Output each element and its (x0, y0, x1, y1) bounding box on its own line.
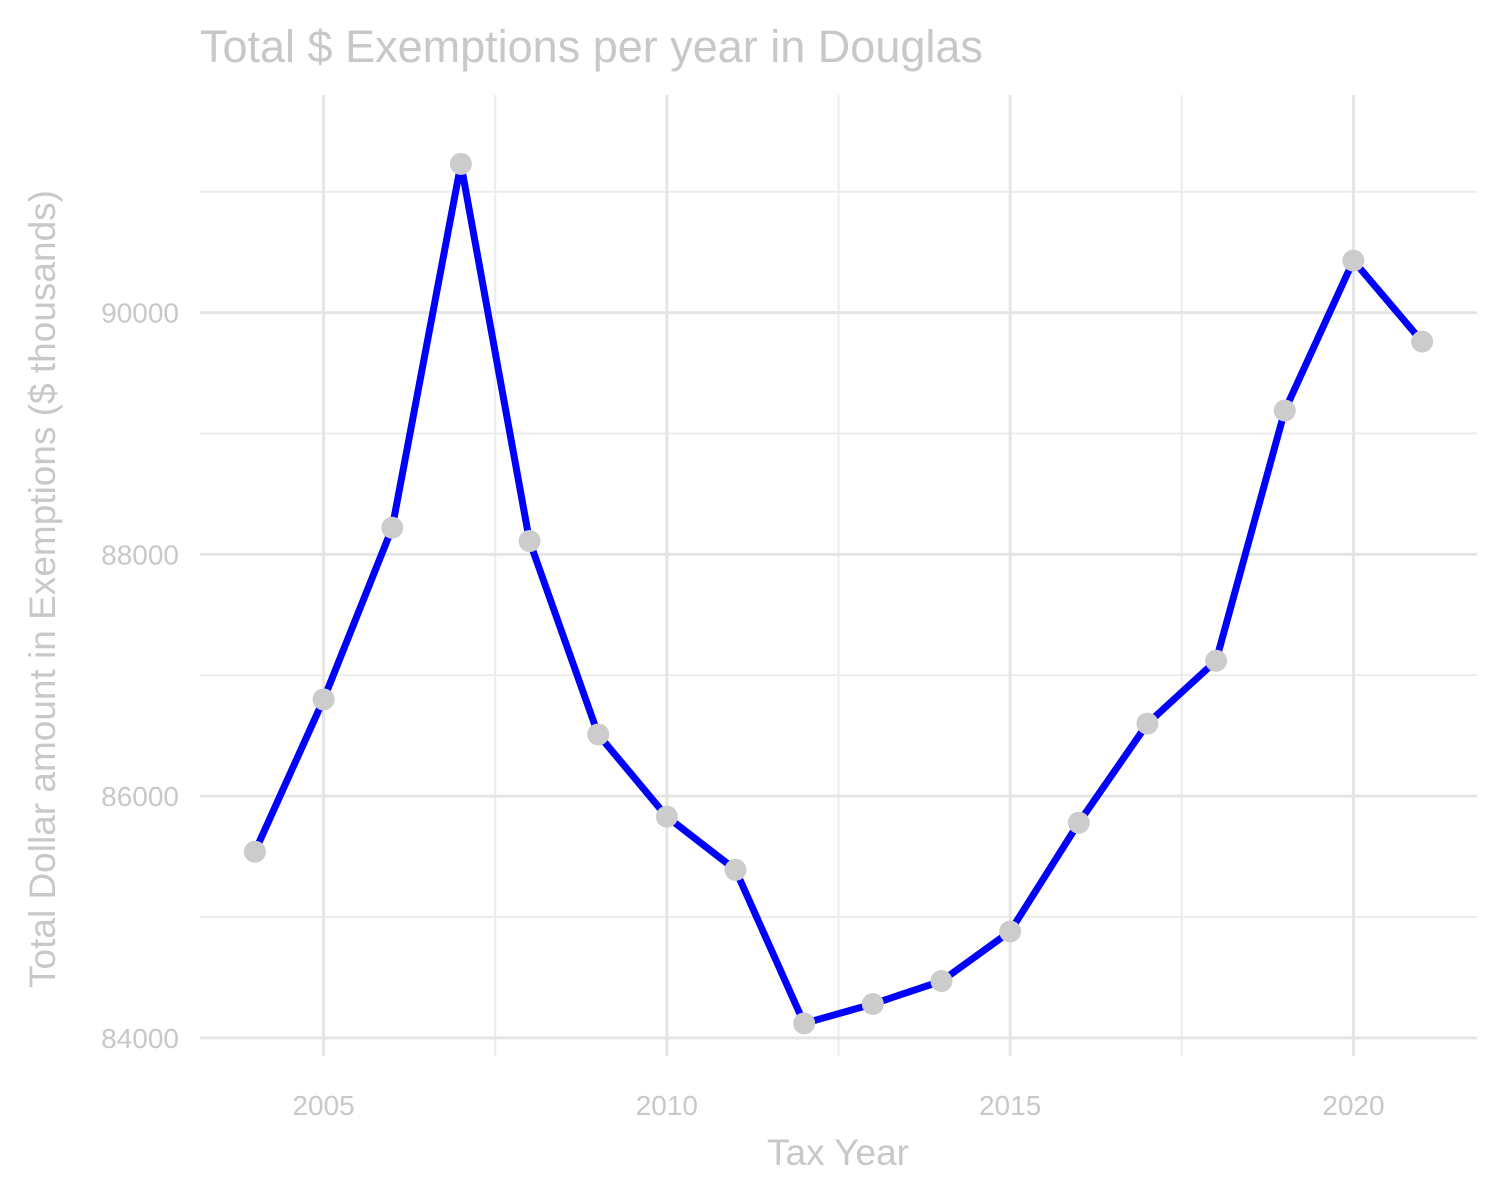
y-tick-label: 90000 (101, 298, 179, 329)
data-point (1067, 811, 1090, 834)
gridlines (200, 95, 1477, 1056)
data-point (1411, 330, 1434, 353)
data-point (1342, 249, 1365, 272)
data-point (1273, 399, 1296, 422)
x-tick-label: 2015 (979, 1090, 1041, 1121)
data-point (724, 858, 747, 881)
data-point (449, 152, 472, 175)
x-tick-label: 2010 (636, 1090, 698, 1121)
data-point (1136, 712, 1159, 735)
x-tick-label: 2005 (292, 1090, 354, 1121)
series-line (251, 160, 1425, 1027)
y-tick-label: 86000 (101, 781, 179, 812)
data-point (518, 530, 541, 553)
y-tick-label: 88000 (101, 539, 179, 570)
tick-labels-layer: 2005 2010 2015 2020 84000 86000 88000 90000 (101, 298, 1384, 1121)
data-point (587, 723, 610, 746)
chart-title: Total $ Exemptions per year in Douglas (200, 21, 983, 72)
data-point (655, 805, 678, 828)
data-point (312, 688, 335, 711)
x-tick-label: 2020 (1322, 1090, 1384, 1121)
data-point (930, 970, 953, 993)
y-tick-label: 84000 (101, 1023, 179, 1054)
data-point (1205, 649, 1228, 672)
data-points-layer (243, 152, 1434, 1035)
data-point (243, 840, 266, 863)
y-axis-title: Total Dollar amount in Exemptions ($ tho… (22, 190, 63, 988)
data-point (381, 516, 404, 539)
data-point (861, 993, 884, 1016)
data-point (999, 920, 1022, 943)
series-line-layer (251, 160, 1425, 1027)
data-point (793, 1012, 816, 1035)
x-axis-title: Tax Year (767, 1132, 909, 1173)
